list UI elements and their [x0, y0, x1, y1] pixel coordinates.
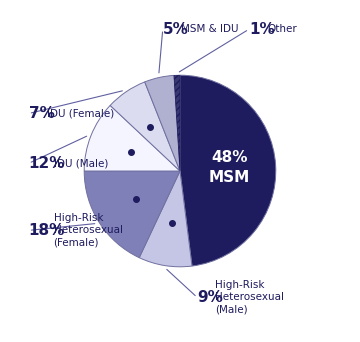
- Text: 9%: 9%: [197, 290, 223, 305]
- Wedge shape: [84, 171, 180, 258]
- Text: High-Risk
Heterosexual
(Male): High-Risk Heterosexual (Male): [215, 280, 284, 315]
- Wedge shape: [139, 171, 192, 267]
- Wedge shape: [180, 75, 276, 266]
- Wedge shape: [145, 75, 180, 171]
- Wedge shape: [84, 105, 180, 171]
- Text: Other: Other: [267, 24, 297, 34]
- Text: 5%: 5%: [163, 22, 189, 37]
- Text: 48%
MSM: 48% MSM: [209, 150, 250, 185]
- Wedge shape: [174, 75, 180, 171]
- Wedge shape: [110, 82, 180, 171]
- Text: 18%: 18%: [29, 223, 65, 238]
- Text: 1%: 1%: [249, 22, 275, 37]
- Text: IDU (Male): IDU (Male): [54, 158, 108, 168]
- Text: IDU (Female): IDU (Female): [47, 108, 114, 119]
- Text: High-Risk
Heterosexual
(Female): High-Risk Heterosexual (Female): [54, 213, 122, 248]
- Text: 7%: 7%: [29, 106, 54, 121]
- Text: MSM & IDU: MSM & IDU: [181, 24, 238, 34]
- Text: 12%: 12%: [29, 156, 65, 171]
